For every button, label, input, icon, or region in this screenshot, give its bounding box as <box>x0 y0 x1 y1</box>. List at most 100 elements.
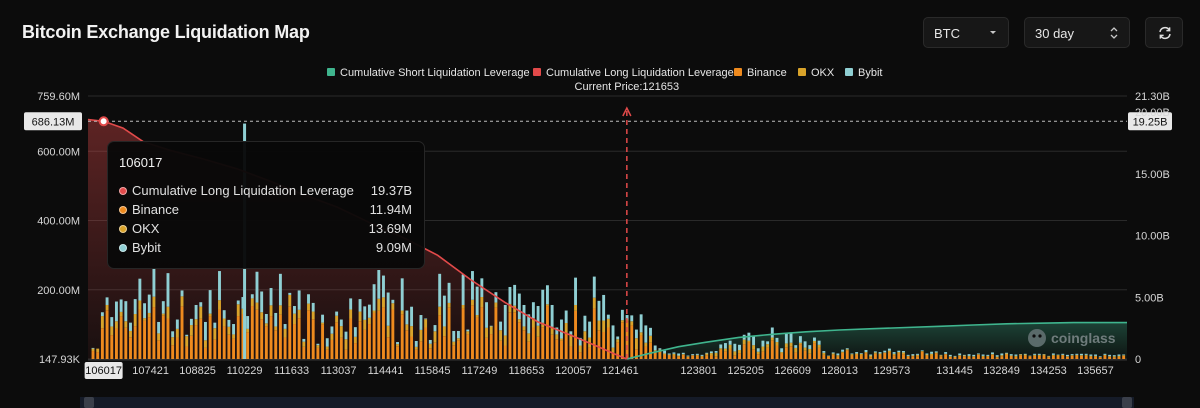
refresh-button[interactable] <box>1145 17 1183 48</box>
bar-binance <box>808 353 812 359</box>
bar-okx <box>653 350 657 352</box>
x-crosshair-label: 106017 <box>85 365 122 377</box>
bar-bybit <box>766 341 770 345</box>
bar-okx <box>934 352 938 354</box>
bar-binance <box>897 353 901 359</box>
bar-binance <box>517 322 521 359</box>
x-tick-label: 115845 <box>415 365 451 377</box>
bar-okx <box>255 302 259 310</box>
legend-item[interactable]: OKX <box>811 67 835 79</box>
bar-okx <box>733 351 737 356</box>
bar-bybit <box>869 354 873 356</box>
bar-binance <box>864 353 868 359</box>
bar-okx <box>189 325 193 336</box>
bar-binance <box>639 335 643 359</box>
bar-binance <box>606 327 610 359</box>
bar-okx <box>152 296 156 308</box>
bar-okx <box>742 339 746 345</box>
legend-swatch[interactable] <box>533 68 541 76</box>
tooltip-title: 106017 <box>119 155 163 170</box>
bar-bybit <box>419 315 423 330</box>
bar-okx <box>728 344 732 349</box>
bar-bybit <box>578 337 582 346</box>
bar-okx <box>353 336 357 344</box>
bar-okx <box>428 343 432 349</box>
bar-bybit <box>841 349 845 352</box>
legend-swatch[interactable] <box>798 68 806 76</box>
bar-binance <box>794 352 798 359</box>
crosshair-left-tag <box>24 112 82 131</box>
x-tick-label: 126609 <box>774 365 811 377</box>
bar-bybit <box>822 351 826 353</box>
bar-binance <box>147 317 151 359</box>
bar-bybit <box>1098 356 1102 357</box>
bar-bybit <box>1089 354 1093 356</box>
bar-okx <box>119 311 123 317</box>
bar-binance <box>817 347 821 359</box>
bar-bybit <box>864 349 868 353</box>
legend-item[interactable]: Binance <box>747 67 787 79</box>
bar-binance <box>410 336 414 359</box>
bar-binance <box>335 322 339 359</box>
legend-swatch[interactable] <box>845 68 853 76</box>
bar-binance <box>541 327 545 359</box>
x-tick-label: 132849 <box>983 365 1020 377</box>
bar-binance <box>391 309 395 359</box>
bar-okx <box>316 345 320 348</box>
bar-okx <box>1117 355 1121 357</box>
bar-okx <box>363 319 367 330</box>
bar-bybit <box>91 347 95 349</box>
coin-select[interactable]: BTC <box>923 17 1009 48</box>
bar-okx <box>293 313 296 325</box>
bar-binance <box>302 346 306 359</box>
bar-binance <box>813 343 816 359</box>
bar-binance <box>803 350 807 359</box>
tooltip-value-okx: 13.69M <box>368 221 412 236</box>
bar-bybit <box>503 304 507 336</box>
bar-okx <box>222 318 226 327</box>
bar-binance <box>728 348 732 359</box>
time-range-value: 30 day <box>1035 26 1075 41</box>
bar-binance <box>1112 357 1116 359</box>
bar-bybit <box>761 340 765 347</box>
bar-binance <box>321 324 325 359</box>
crosshair-point <box>98 116 109 127</box>
x-tick-label: 111633 <box>274 365 309 377</box>
time-range-select[interactable]: 30 day <box>1024 17 1130 48</box>
bar-okx <box>433 331 437 343</box>
bar-bybit <box>709 351 713 354</box>
legend-swatch[interactable] <box>327 68 335 76</box>
bar-bybit <box>471 271 474 300</box>
bar-okx <box>194 319 198 326</box>
legend-swatch[interactable] <box>734 68 742 76</box>
zoom-scrollbar[interactable] <box>80 397 1134 408</box>
bar-bybit <box>339 319 343 327</box>
zoom-handle-right[interactable] <box>1122 397 1132 408</box>
bar-binance <box>752 349 756 359</box>
bar-bybit <box>920 350 924 352</box>
bar-bybit <box>325 338 329 347</box>
refresh-icon <box>1157 25 1173 44</box>
bar-bybit <box>367 304 371 318</box>
bar-bybit <box>255 271 259 303</box>
bar-binance <box>377 310 381 359</box>
bar-binance <box>569 346 573 359</box>
bar-bybit <box>639 314 643 333</box>
bar-bybit <box>663 350 667 354</box>
bar-okx <box>161 313 165 316</box>
zoom-handle-left[interactable] <box>84 397 94 408</box>
bar-bybit <box>887 348 891 351</box>
bar-bybit <box>1061 353 1065 355</box>
bar-bybit <box>166 273 170 307</box>
legend-item[interactable]: Cumulative Short Liquidation Leverage <box>340 67 530 79</box>
bar-okx <box>1014 355 1018 357</box>
bar-binance <box>185 346 189 359</box>
bar-binance <box>1061 355 1065 359</box>
bar-okx <box>962 355 966 357</box>
legend-item[interactable]: Bybit <box>858 67 882 79</box>
bar-bybit <box>1065 354 1069 357</box>
legend-item[interactable]: Cumulative Long Liquidation Leverage <box>546 67 734 79</box>
x-crosshair-label-bg <box>84 362 123 379</box>
tooltip-row-binance: Binance 11.94M <box>119 202 412 220</box>
tooltip-row-bybit: Bybit 9.09M <box>119 240 412 258</box>
